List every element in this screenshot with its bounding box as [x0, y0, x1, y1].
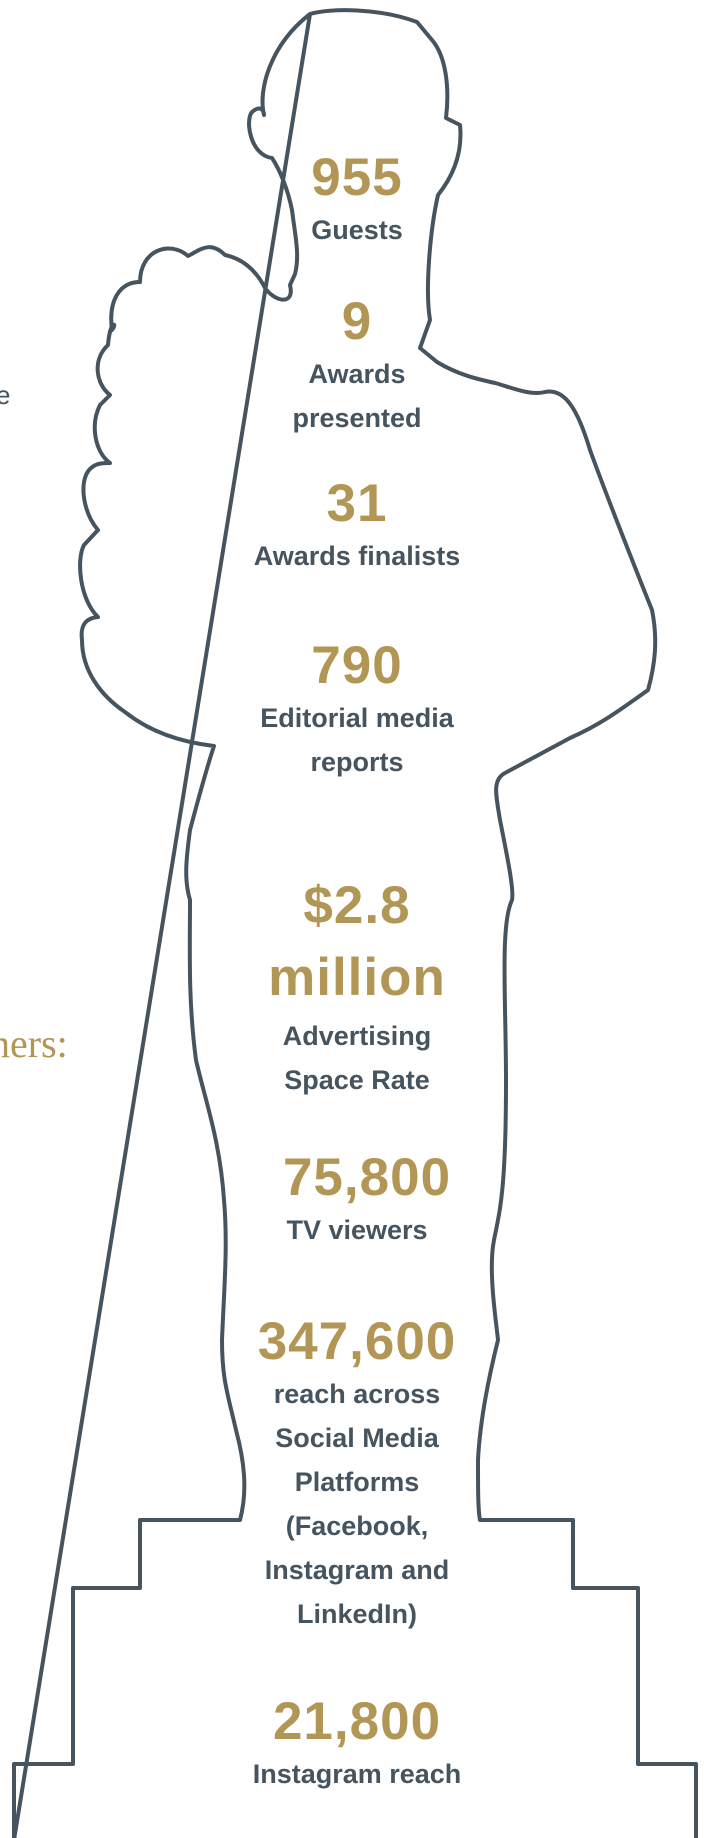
stat-instagram-reach: 21,800 Instagram reach [0, 1692, 704, 1796]
cropped-side-heading: ners: [0, 1021, 68, 1066]
stat-value: 955 [311, 148, 403, 207]
stat-value: 31 [326, 474, 388, 533]
stat-value: 21,800 [272, 1692, 442, 1751]
stat-tv-viewers: 75,800 TV viewers [0, 1148, 704, 1252]
stat-label: Awards finalists [253, 541, 461, 571]
stat-awards-finalists: 31 Awards finalists [0, 474, 704, 578]
stat-awards-presented: 9 Awards presented [0, 292, 704, 440]
stat-label: Editorial media reports [260, 703, 454, 777]
stat-value: 347,600 [257, 1312, 457, 1371]
stat-label: Guests [311, 215, 403, 245]
stat-editorial-media-reports: 790 Editorial media reports [0, 636, 704, 784]
stat-social-media-reach: 347,600 reach across Social Media Platfo… [0, 1312, 704, 1636]
stat-label: Instagram reach [252, 1759, 462, 1789]
cropped-side-text: e [0, 380, 11, 410]
stat-value: 9 [341, 292, 373, 351]
trophy-figure-outline [12, 8, 698, 1838]
stat-advertising-space-rate: $2.8 million Advertising Space Rate [0, 870, 704, 1102]
stat-guests: 955 Guests [0, 148, 704, 252]
stat-label: TV viewers [286, 1215, 428, 1245]
stat-value: 75,800 [282, 1148, 452, 1207]
stat-label: Awards presented [292, 359, 422, 433]
stat-value: 790 [311, 636, 403, 695]
stat-label: reach across Social Media Platforms (Fac… [264, 1379, 450, 1629]
stat-label: Advertising Space Rate [282, 1021, 432, 1095]
stat-value: $2.8 million [268, 876, 446, 1007]
